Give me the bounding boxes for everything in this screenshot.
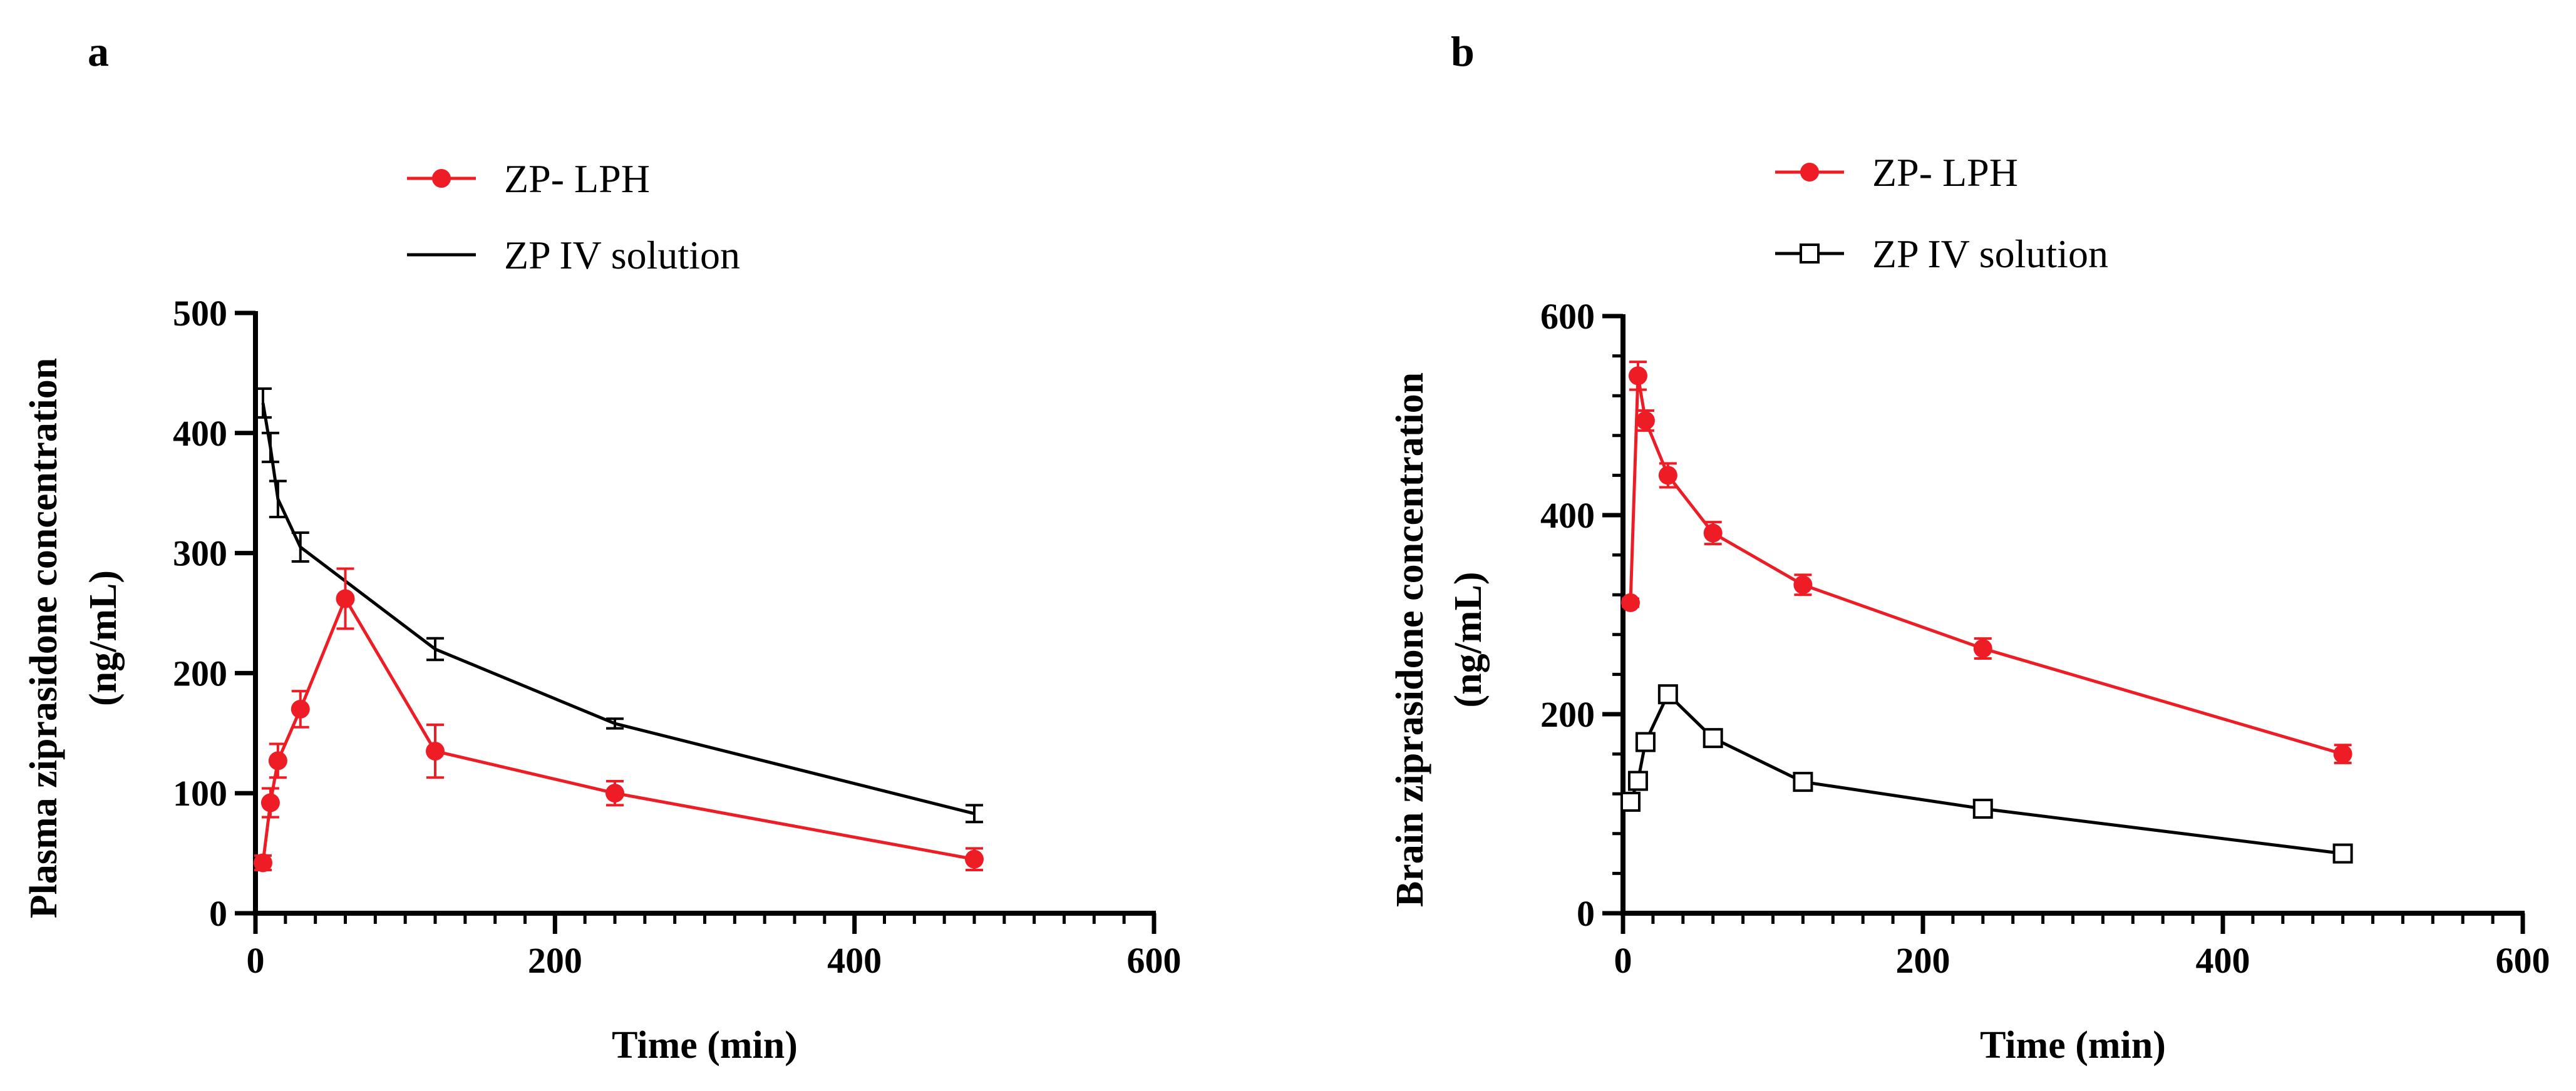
x-tick-label: 400 [2196,940,2250,981]
data-point [260,793,280,812]
legend-marker [432,169,451,188]
axes: 0 200 400 600 0 200 400 600 [1540,296,2550,981]
series-0 [253,567,984,873]
data-point [2332,843,2353,864]
legend-marker [1800,163,1819,182]
y-tick-label: 600 [1540,296,1595,337]
y-axis-title: Plasma ziprasidone concentration [23,358,65,919]
x-axis-title: Time (min) [612,1024,798,1067]
y-tick-label: 400 [173,413,227,454]
x-axis-title: Time (min) [1980,1024,2166,1067]
legend-label: ZP IV solution [1872,232,2108,276]
series-line [261,402,975,816]
series-line [1629,692,2343,856]
legend-item: ZP IV solution [407,233,740,277]
data-point [1657,684,1678,705]
data-point [1627,771,1648,791]
data-point [1972,799,1993,819]
y-axis-unit: (ng/mL) [1447,572,1490,708]
axes: 0 200 400 600 0 100 200 300 400 500 [173,293,1182,981]
data-point [1635,732,1656,752]
x-tick-label: 600 [1127,940,1182,981]
legend-label: ZP- LPH [1872,150,2018,195]
x-tick-label: 200 [1896,940,1950,981]
legend-label: ZP IV solution [504,233,740,277]
data-point [1973,639,1992,658]
x-tick-label: 0 [1614,940,1632,981]
plasma-concentration-chart: a 0 200 400 600 0 100 200 300 400 500 Time (min) Pl… [23,28,1182,1067]
legend-label: ZP- LPH [504,156,650,201]
y-axis-unit: (ng/mL) [82,570,125,706]
data-point [2333,744,2352,764]
legend: ZP- LPH ZP IV solution [407,156,740,277]
legend-item: ZP IV solution [1775,232,2108,276]
series-line [1629,374,2344,756]
data-point [965,849,984,869]
legend-item: ZP- LPH [407,156,650,201]
data-point [336,589,355,608]
data-point [1703,728,1723,749]
y-tick-label: 100 [173,773,227,814]
data-point [1636,411,1655,430]
panel-letter-b: b [1451,28,1475,75]
y-tick-label: 500 [173,293,227,334]
series-1 [1620,684,2353,864]
y-axis-title: Brain ziprasidone concentration [1389,372,1431,907]
brain-concentration-chart: b 0 200 400 600 0 200 400 600 Time (min) Brain zi… [1389,28,2550,1067]
data-point [605,784,624,803]
x-tick-label: 0 [247,940,265,981]
data-point [268,751,287,771]
data-point [291,699,310,719]
data-point [253,853,272,873]
panel-a: a 0 200 400 600 0 100 200 300 400 500 Time (min) Pl… [23,28,1182,1067]
y-tick-label: 200 [173,653,227,694]
data-point [1793,575,1813,595]
x-tick-label: 600 [2496,940,2550,981]
x-tick-label: 400 [827,940,882,981]
data-point [1620,593,1640,612]
panel-b: b 0 200 400 600 0 200 400 600 Time (min) Brain zi… [1288,0,2576,1091]
series-1 [254,387,983,824]
x-tick-label: 200 [528,940,582,981]
data-point [1703,523,1723,543]
data-point [1658,466,1677,485]
legend-item: ZP- LPH [1775,150,2018,195]
data-point [426,742,445,761]
legend: ZP- LPH ZP IV solution [1775,150,2108,276]
y-tick-label: 0 [209,893,227,934]
data-point [1620,791,1641,812]
data-point [1793,772,1813,792]
y-tick-label: 400 [1540,495,1595,536]
series-line [261,597,975,863]
legend-marker [1800,243,1820,264]
y-tick-label: 0 [1577,893,1595,934]
data-point [1628,366,1647,386]
series-0 [1620,361,2352,764]
y-tick-label: 200 [1540,694,1595,735]
y-tick-label: 300 [173,533,227,574]
panel-letter-a: a [88,28,109,75]
